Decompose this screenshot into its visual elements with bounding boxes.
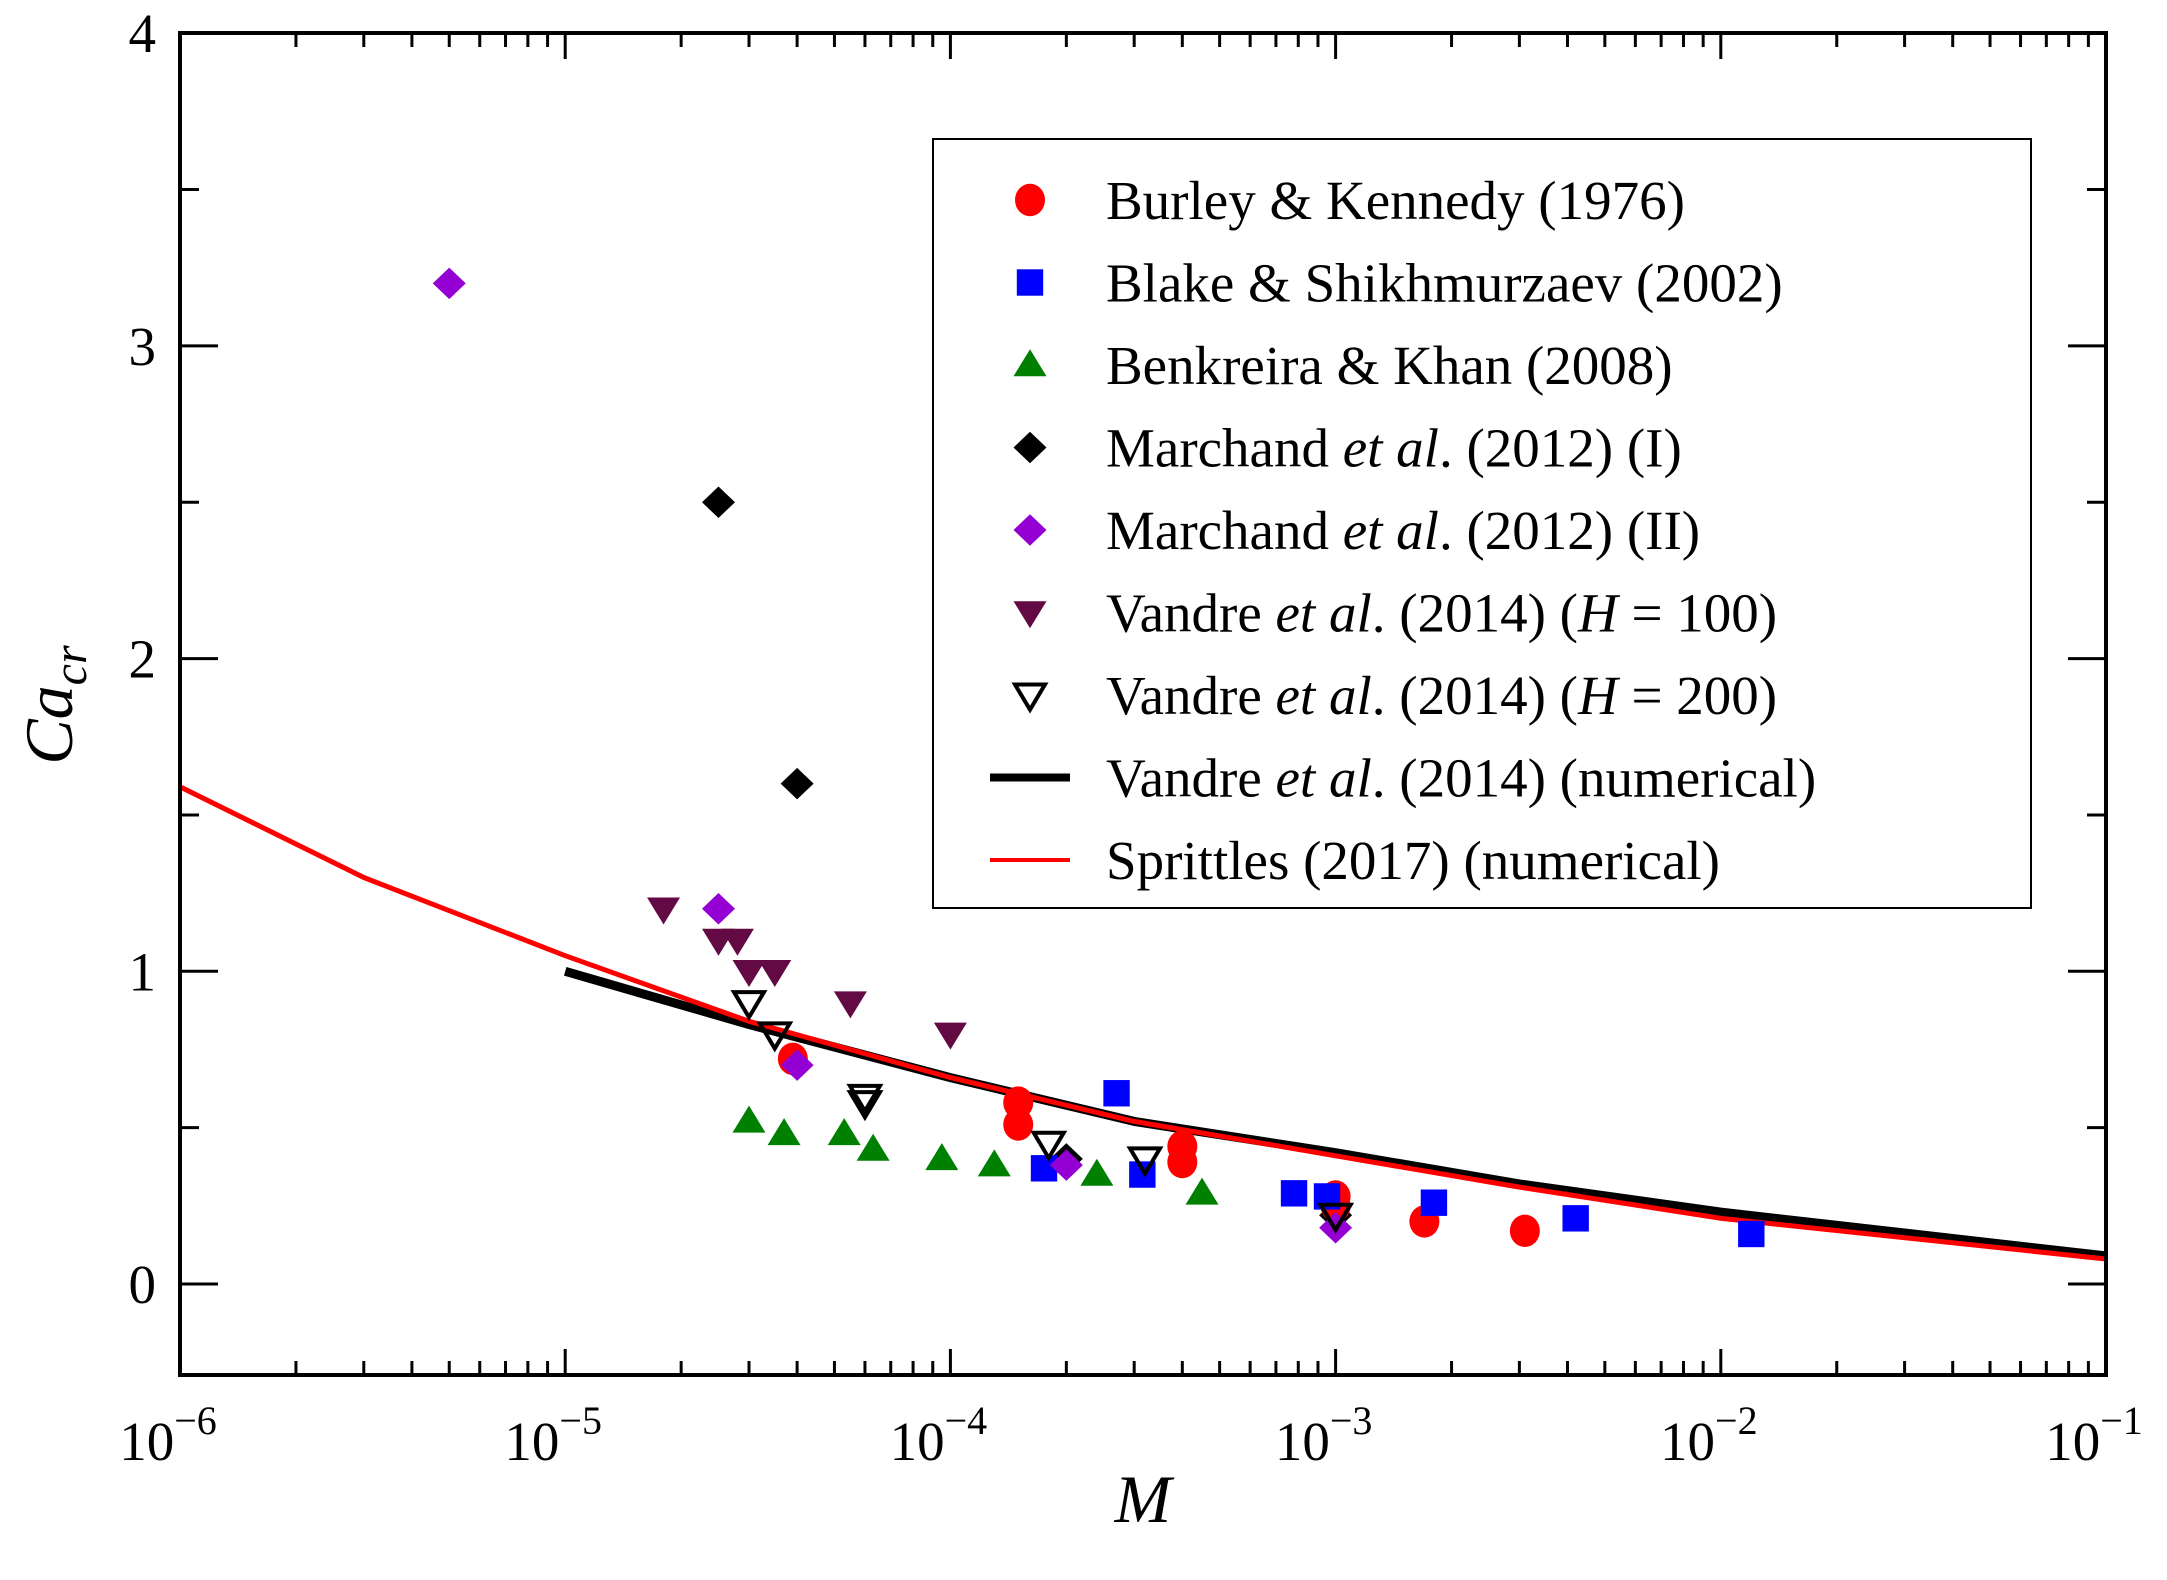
legend-label: Benkreira & Khan (2008): [1106, 335, 1673, 396]
legend-entry: Vandre et al. (2014) (H = 100): [1013, 583, 1777, 644]
y-axis-title-base: Ca: [11, 685, 87, 764]
point-blake-shikhmurzaev-2002: [1738, 1220, 1765, 1248]
point-vandre-et-al-2014-h-100: [933, 1022, 967, 1050]
legend-entry: Blake & Shikhmurzaev (2002): [1016, 253, 1783, 314]
legend-label: Burley & Kennedy (1976): [1106, 170, 1685, 231]
x-tick-label: 10−2: [1660, 1398, 1758, 1472]
legend-marker-square: [1016, 269, 1044, 296]
x-axis-title: M: [1114, 1461, 1175, 1537]
legend-entry: Benkreira & Khan (2008): [1013, 335, 1673, 396]
point-blake-shikhmurzaev-2002: [1562, 1205, 1589, 1232]
point-benkreira-khan-2008: [977, 1149, 1011, 1177]
legend-label: Vandre et al. (2014) (H = 200): [1106, 665, 1777, 726]
y-tick-label: 0: [129, 1254, 157, 1315]
point-marchand-et-al-2012-i: [701, 486, 735, 518]
legend-entry: Vandre et al. (2014) (numerical): [990, 748, 1816, 809]
point-vandre-et-al-2014-h-200: [846, 1090, 884, 1122]
point-marchand-et-al-2012-ii: [432, 267, 466, 300]
legend: Burley & Kennedy (1976) Blake & Shikhmurz…: [932, 138, 2032, 909]
legend-label: Vandre et al. (2014) (H = 100): [1106, 583, 1777, 644]
point-vandre-et-al-2014-h-200: [730, 990, 768, 1022]
y-tick-label: 3: [129, 316, 157, 377]
axis-ticks: [178, 31, 2108, 1375]
y-tick-label: 2: [129, 629, 157, 690]
x-tick-label: 10−3: [1275, 1398, 1373, 1472]
point-burley-kennedy-1976: [1167, 1145, 1198, 1179]
legend-entry: Marchand et al. (2012) (II): [1013, 500, 1700, 561]
legend-entry: Vandre et al. (2014) (H = 200): [1011, 665, 1777, 726]
x-tick-label: 10−5: [504, 1398, 602, 1472]
legend-marker-triangle-up: [1013, 349, 1047, 377]
line-sprittles-2017-numerical: [180, 784, 2106, 1262]
point-vandre-et-al-2014-h-200: [1030, 1130, 1068, 1162]
point-vandre-et-al-2014-h-100: [732, 960, 766, 988]
point-benkreira-khan-2008: [767, 1118, 801, 1146]
point-marchand-et-al-2012-ii: [1049, 1149, 1083, 1181]
series-points: [432, 267, 1765, 1248]
point-vandre-et-al-2014-h-200: [756, 1021, 794, 1053]
point-vandre-et-al-2014-h-200: [846, 1083, 884, 1115]
x-tick-label: 10−6: [119, 1398, 217, 1472]
point-benkreira-khan-2008: [856, 1133, 890, 1161]
point-marchand-et-al-2012-i: [780, 767, 814, 800]
legend-entry: Burley & Kennedy (1976): [1015, 170, 1685, 231]
point-blake-shikhmurzaev-2002: [1030, 1155, 1058, 1182]
legend-label: Sprittles (2017) (numerical): [1106, 830, 1720, 891]
legend-marker-diamond: [1013, 431, 1047, 464]
point-blake-shikhmurzaev-2002: [1103, 1080, 1130, 1107]
y-axis-title-subscript: cr: [44, 645, 97, 685]
x-tick-label: 10−1: [2045, 1398, 2143, 1472]
point-blake-shikhmurzaev-2002: [1280, 1180, 1308, 1207]
legend-label: Vandre et al. (2014) (numerical): [1106, 748, 1816, 809]
y-tick-label: 1: [129, 941, 157, 1002]
legend-entry: Sprittles (2017) (numerical): [990, 830, 1720, 891]
point-vandre-et-al-2014-h-200: [1126, 1146, 1164, 1178]
tick-labels: 0 1 2 3 4 10−6 10−5 10−4 10−3 10−2 10−1: [119, 3, 2143, 1472]
legend-marker-diamond: [1013, 514, 1047, 546]
point-burley-kennedy-1976: [1003, 1108, 1034, 1141]
point-vandre-et-al-2014-h-100: [833, 991, 867, 1019]
point-benkreira-khan-2008: [1185, 1177, 1219, 1205]
point-benkreira-khan-2008: [827, 1118, 861, 1146]
legend-box: [932, 138, 2032, 909]
legend-label: Marchand et al. (2012) (II): [1106, 500, 1700, 561]
point-vandre-et-al-2014-h-100: [758, 960, 792, 988]
y-axis-title: Cacr: [11, 645, 97, 765]
point-vandre-et-al-2014-h-100: [647, 897, 681, 925]
point-benkreira-khan-2008: [925, 1143, 959, 1171]
legend-marker-triangle-down-open: [1011, 682, 1049, 714]
legend-marker-circle: [1015, 183, 1045, 217]
point-blake-shikhmurzaev-2002: [1420, 1189, 1448, 1216]
legend-entry: Marchand et al. (2012) (I): [1013, 418, 1682, 479]
point-vandre-et-al-2014-h-100: [720, 928, 754, 956]
legend-label: Marchand et al. (2012) (I): [1106, 418, 1682, 479]
legend-label: Blake & Shikhmurzaev (2002): [1106, 253, 1783, 314]
point-burley-kennedy-1976: [1509, 1214, 1540, 1248]
plot-frame: [178, 31, 2108, 1377]
point-benkreira-khan-2008: [732, 1105, 766, 1133]
legend-marker-triangle-down: [1013, 601, 1047, 629]
point-marchand-et-al-2012-ii: [780, 1049, 814, 1081]
point-vandre-et-al-2014-h-200: [1317, 1202, 1355, 1234]
x-tick-label: 10−4: [890, 1398, 988, 1472]
point-benkreira-khan-2008: [1080, 1158, 1114, 1186]
point-marchand-et-al-2012-ii: [701, 893, 735, 925]
y-tick-label: 4: [129, 3, 157, 64]
